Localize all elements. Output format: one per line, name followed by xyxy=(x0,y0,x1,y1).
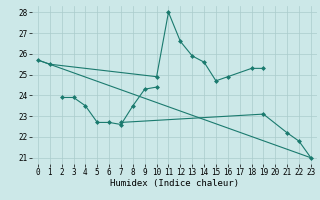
X-axis label: Humidex (Indice chaleur): Humidex (Indice chaleur) xyxy=(110,179,239,188)
